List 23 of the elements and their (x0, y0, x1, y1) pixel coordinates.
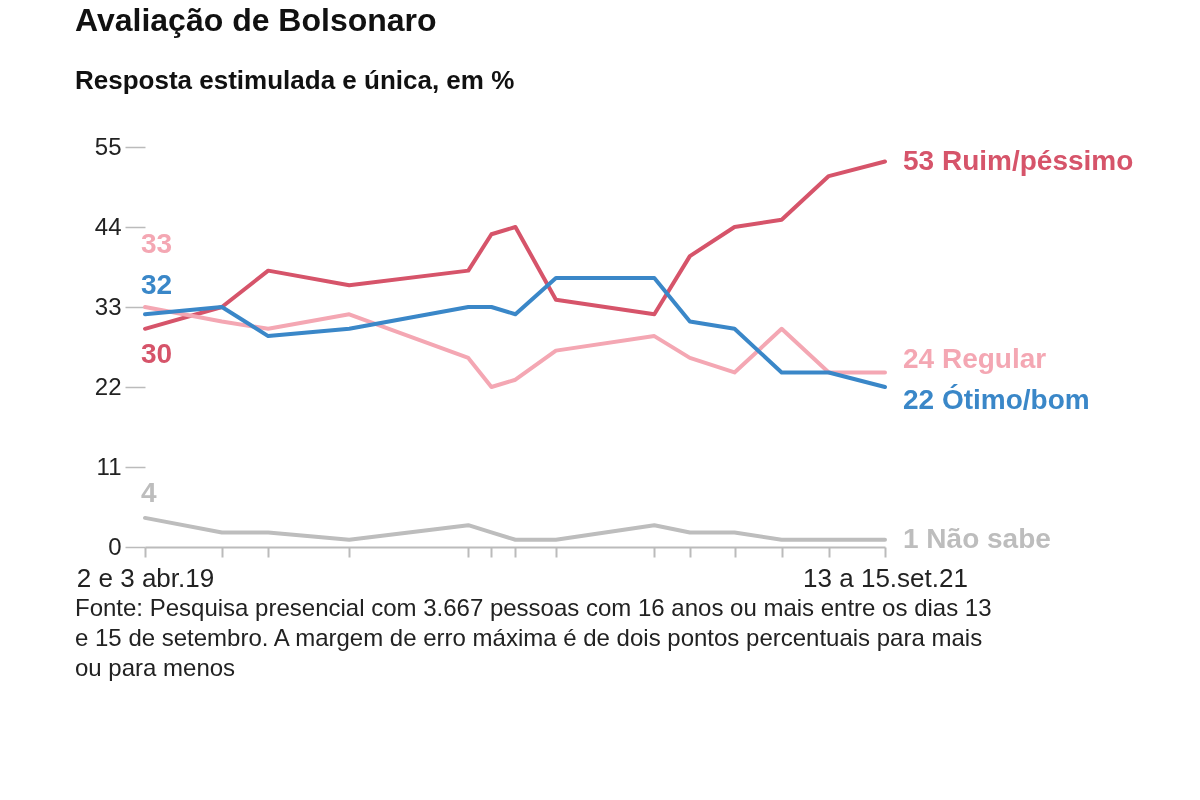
text: 24 Regular (903, 343, 1047, 375)
line-series (143, 159, 887, 331)
y-tick-label: 0 (108, 532, 122, 560)
data-label: 30 (141, 337, 173, 369)
data-label: 4 (141, 476, 157, 508)
chart-subtitle: Resposta estimulada e única, em % (75, 65, 515, 95)
y-tick-label: 55 (94, 132, 122, 160)
x-tick-label: 2 e 3 abr.19 (76, 562, 215, 593)
x-tick-label: 13 a 15.set.21 (803, 562, 968, 593)
y-tick-label: 44 (94, 212, 122, 240)
source-note: Fonte: Pesquisa presencial com 3.667 pessoas com 16 anos ou mais entre os dias 13 e 15 de setembro. A margem de erro máxima é de dois pontos percentuais para mais ou para menos (75, 594, 992, 681)
y-tick-label: 33 (94, 292, 122, 320)
y-tick-label: 11 (96, 452, 122, 480)
data-label: 33 (141, 228, 173, 259)
line-series (143, 275, 887, 389)
data-label: 32 (141, 269, 173, 301)
text: 1 Não sabe (903, 522, 1051, 554)
chart-title: Avaliação de Bolsonaro (75, 2, 437, 38)
line-series (143, 305, 887, 389)
line-series (143, 515, 887, 542)
y-tick-label: 22 (94, 372, 122, 400)
text: 53 Ruim/péssimo (903, 144, 1134, 176)
text: 22 Ótimo/bom (903, 384, 1090, 415)
